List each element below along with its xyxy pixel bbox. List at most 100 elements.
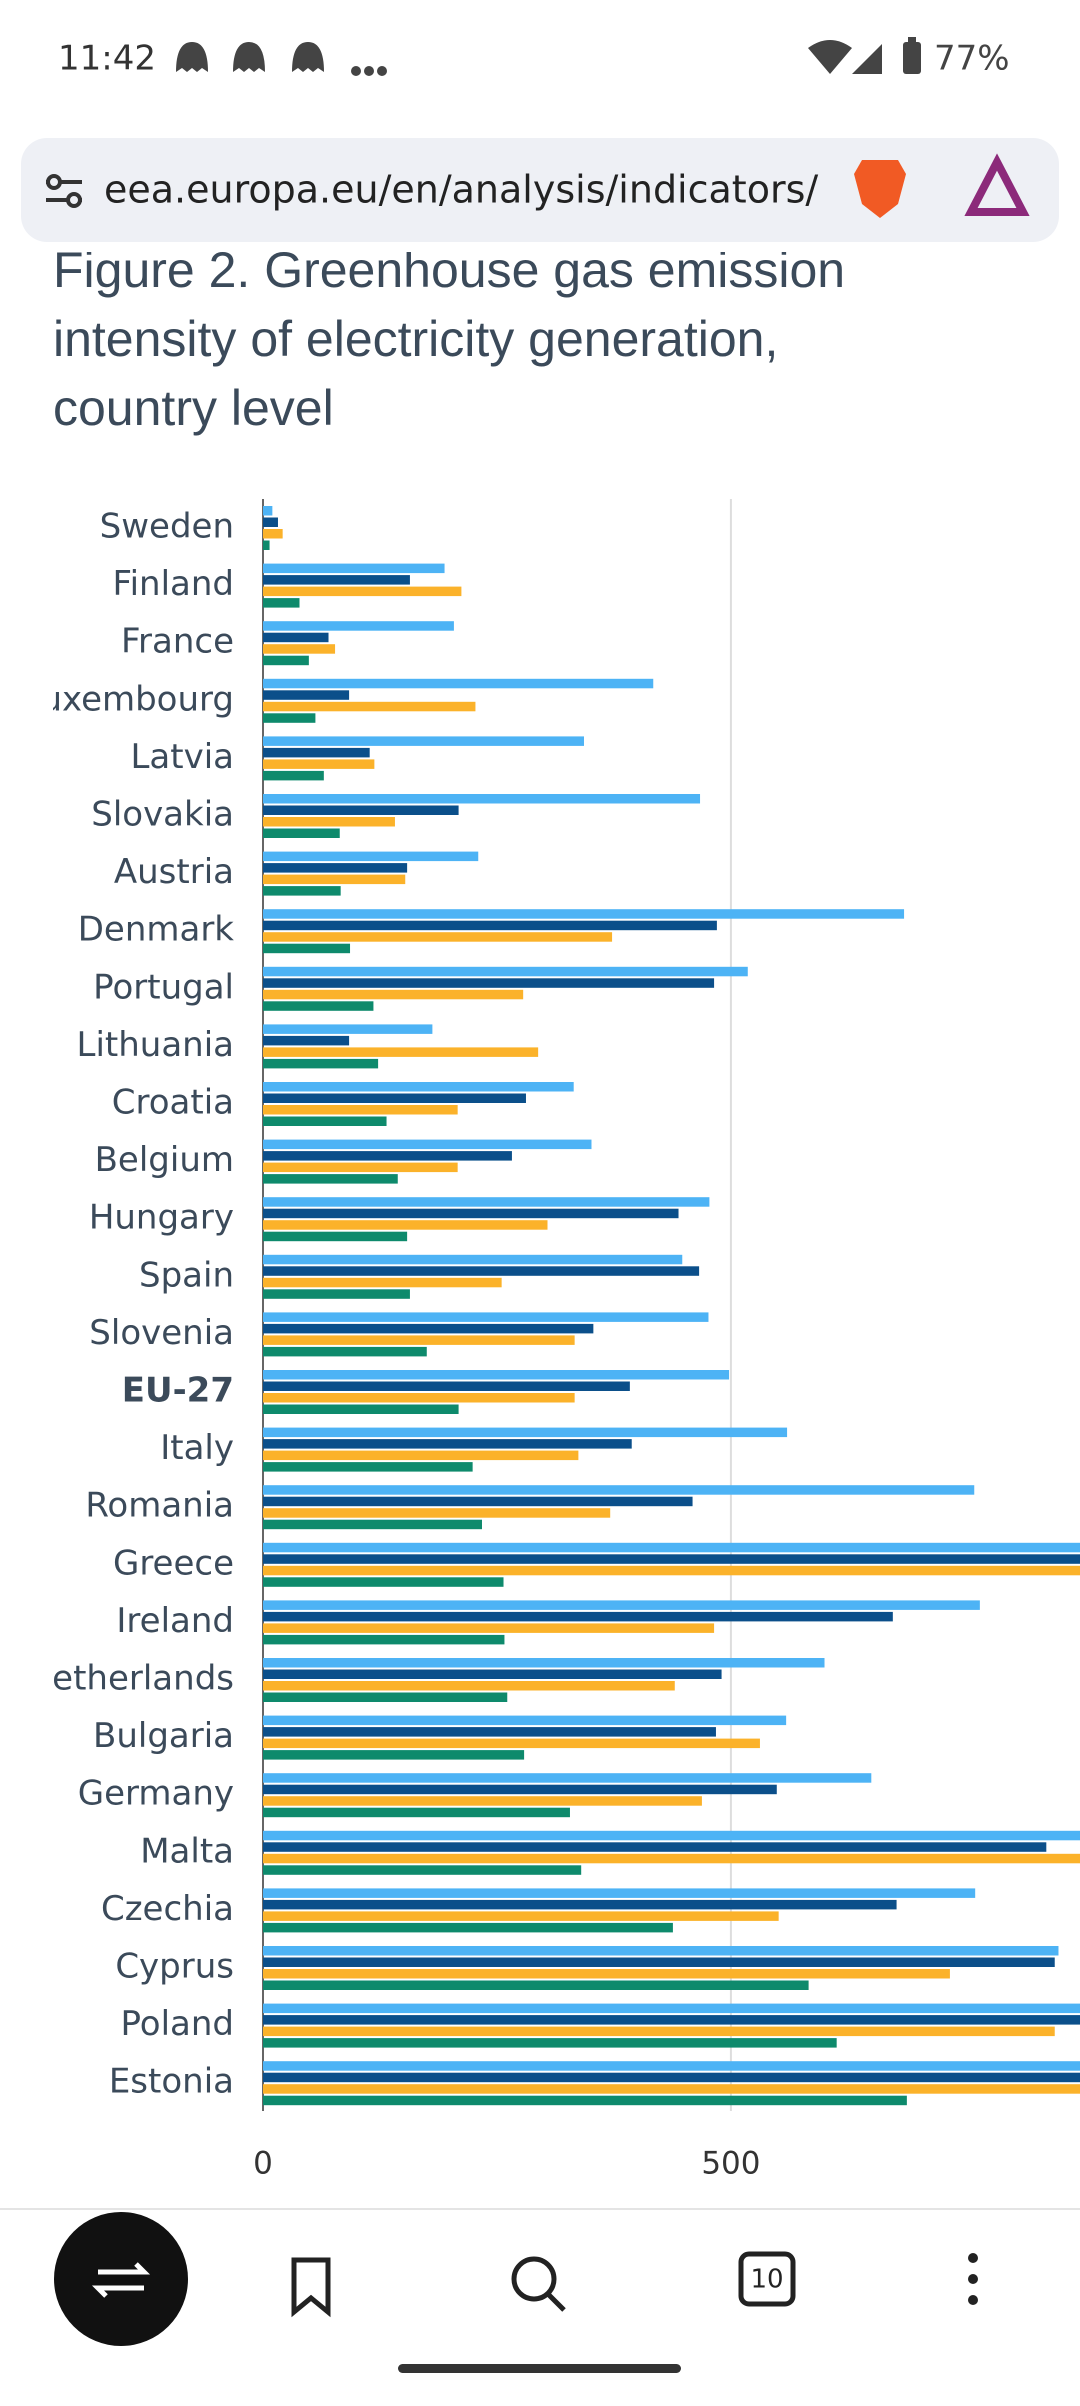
bar [263,2072,1080,2083]
bar [263,1842,1047,1852]
bar [263,632,329,643]
tabs-button[interactable] [738,2251,796,2307]
bar [263,1208,679,1219]
address-bar[interactable] [21,138,1059,242]
bar [263,540,270,550]
y-tick-label: Croatia [112,1083,234,1123]
x-tick-label: 0 [253,2146,273,2182]
brave-shields-icon[interactable] [854,160,906,218]
bar [263,563,445,574]
bar [263,1220,548,1230]
bar [263,575,410,585]
bar [263,1669,722,1679]
bar [263,1312,709,1322]
chart-title: Figure 2. Greenhouse gas emission intens… [53,242,846,436]
header-graphics: 11:42 77% eea.europa.eu/en/analysis/indi… [21,37,1059,242]
bar [263,747,370,758]
bar [263,1980,809,1990]
y-tick-label: Denmark [78,910,235,950]
home-button[interactable] [54,2212,188,2346]
bar [263,1231,408,1242]
bar [263,713,316,723]
bar [263,1277,502,1288]
y-tick-label: Romania [85,1486,234,1526]
browser-header: 11:42 77% eea.europa.eu/en/analysis/indi… [0,0,1080,252]
bar [263,1681,675,1691]
home-icon [91,2262,151,2298]
tab-count: 10 [750,2265,783,2295]
bar [263,805,459,815]
bar [263,1254,683,1265]
bar [263,1393,575,1403]
bar [263,517,278,527]
bar [263,978,715,988]
bar [263,2015,1080,2025]
tick-labels: 0 500 [253,2146,760,2182]
bar [263,586,462,597]
bar [263,1289,410,1299]
bar [263,989,524,1000]
bottom-toolbar: 10 [0,2208,1080,2402]
bar [263,621,454,631]
bar [263,1047,539,1057]
bar [263,1335,575,1345]
y-tick-label: Slovenia [89,1313,234,1353]
chart: Sweden Finland France Luxembourg Latvia Slova… [22,499,1080,2182]
bookmark-button[interactable] [291,2257,331,2318]
bar [263,1035,350,1046]
y-tick-label: Poland [120,2004,234,2044]
bar [263,1899,897,1910]
bar [263,2084,1080,2094]
rewards-icon[interactable] [964,153,1030,216]
bar [263,1911,779,1921]
bar [263,1323,594,1334]
y-tick-label: Portugal [93,967,234,1007]
bar [263,1404,459,1414]
bar [263,909,905,919]
bar [263,1773,872,1783]
y-tick-label: Finland [113,564,235,604]
bars [263,506,1080,2106]
bar [263,1554,1080,1564]
y-tick-label: Bulgaria [93,1716,234,1756]
bar [263,1174,398,1184]
site-settings-icon[interactable] [46,174,82,208]
bar [263,1485,975,1495]
search-button[interactable] [511,2256,566,2312]
bar [263,1105,458,1115]
bar [263,701,476,712]
toolbar-graphics: 10 [54,2212,978,2373]
bar [263,1508,611,1518]
y-tick-label: France [121,622,234,662]
bar [263,1715,787,1726]
bar [263,943,351,954]
y-tick-label: Italy [160,1428,234,1468]
y-tick-label: Czechia [101,1889,234,1929]
bar [263,2026,1055,2037]
bar [263,1093,526,1103]
bar [263,759,375,769]
bar [263,932,613,942]
bar [263,817,395,827]
bar [263,1946,1059,1956]
y-tick-label: Austria [114,852,234,892]
y-tick-label: Netherlands [27,1659,234,1699]
bar [263,920,717,931]
y-tick-label: Luxembourg [22,679,234,719]
category-labels: Sweden Finland France Luxembourg Latvia Slova… [22,507,235,2102]
menu-button[interactable] [968,2253,978,2305]
bar [263,1600,980,1610]
bar [263,1450,579,1461]
bar [263,1634,505,1645]
bar [263,1784,777,1795]
url-text[interactable]: eea.europa.eu/en/analysis/indicators/ [104,168,818,212]
bar [263,598,300,608]
bar [263,2061,1080,2071]
bar [263,1439,632,1449]
system-icons [808,37,921,74]
y-tick-label: EU-27 [122,1371,234,1411]
bar [263,1658,825,1668]
bar [263,1542,1080,1553]
bar [263,874,406,885]
